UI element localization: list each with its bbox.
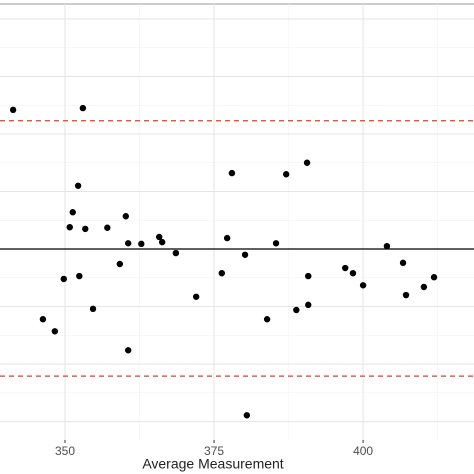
point (243, 412, 251, 419)
point (192, 293, 200, 300)
point (39, 316, 47, 323)
point (158, 238, 166, 246)
point (76, 272, 83, 280)
point (51, 328, 59, 335)
point (124, 240, 132, 247)
point (89, 305, 97, 313)
point (228, 169, 236, 177)
point (293, 306, 300, 314)
point (74, 182, 82, 189)
point (116, 260, 124, 268)
point (79, 104, 87, 112)
point (66, 223, 73, 231)
point (104, 224, 111, 231)
point (282, 171, 290, 178)
point (430, 274, 438, 281)
point (82, 225, 89, 233)
point (420, 283, 428, 291)
x-tick-label: 375 (204, 444, 224, 458)
point (69, 209, 76, 216)
point (359, 282, 367, 289)
point (402, 291, 410, 299)
point (383, 242, 391, 250)
x-tick-label: 350 (55, 444, 75, 458)
point (60, 275, 67, 283)
point (399, 259, 407, 267)
point (155, 233, 163, 241)
point (122, 213, 130, 220)
point (172, 249, 180, 257)
point (349, 269, 357, 277)
point (305, 301, 312, 309)
point (241, 251, 249, 258)
point (223, 234, 231, 242)
point (342, 264, 349, 272)
point (263, 316, 271, 323)
point (218, 269, 225, 277)
point (303, 159, 311, 166)
point (9, 106, 17, 114)
point (138, 240, 145, 248)
point (272, 240, 280, 247)
x-tick-label: 400 (353, 444, 373, 458)
x-axis-label: Average Measurement (142, 456, 283, 472)
point (124, 347, 132, 354)
point (305, 272, 312, 280)
